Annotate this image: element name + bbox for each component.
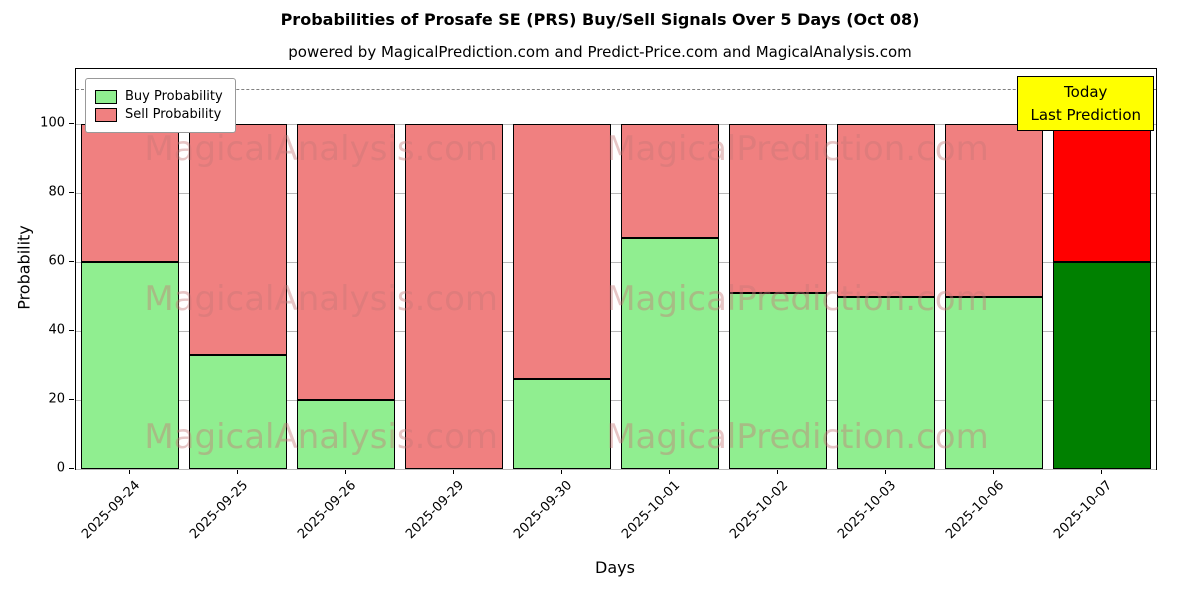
bar-segment-sell xyxy=(81,124,179,263)
y-tick-mark xyxy=(69,398,74,400)
bar-segment-buy xyxy=(513,379,611,469)
x-tick-label-text: 2025-09-26 xyxy=(295,478,360,543)
x-tick-label-text: 2025-09-25 xyxy=(187,478,252,543)
gridline xyxy=(76,123,1156,125)
x-tick-mark xyxy=(237,469,239,474)
x-tick-mark xyxy=(1101,469,1103,474)
x-tick-label-text: 2025-10-06 xyxy=(943,478,1008,543)
y-tick-label: 80 xyxy=(48,184,65,200)
x-tick-mark xyxy=(777,469,779,474)
bar-segment-sell xyxy=(405,124,503,469)
y-tick-label: 60 xyxy=(48,253,65,269)
bar-segment-sell xyxy=(189,124,287,356)
bar-segment-buy xyxy=(297,400,395,469)
y-tick-mark xyxy=(69,191,74,193)
x-tick-mark xyxy=(561,469,563,474)
sell-legend-swatch xyxy=(95,107,117,122)
annotation-line-2: Last Prediction xyxy=(1030,105,1141,124)
x-tick-label-text: 2025-10-07 xyxy=(1051,478,1116,543)
x-tick-label-text: 2025-09-29 xyxy=(403,478,468,543)
plot-area: Buy Probability Sell Probability Today L… xyxy=(75,68,1157,470)
buy-legend-swatch xyxy=(95,89,117,104)
today-annotation: Today Last Prediction xyxy=(1017,76,1154,131)
y-tick-label: 20 xyxy=(48,391,65,407)
gridline xyxy=(76,468,1156,470)
y-tick-mark xyxy=(69,122,74,124)
bar-segment-buy xyxy=(945,296,1043,469)
x-tick-label-text: 2025-10-01 xyxy=(619,478,684,543)
x-axis-label: Days xyxy=(595,558,635,577)
bar-segment-buy xyxy=(621,237,719,469)
gridline xyxy=(76,330,1156,332)
x-tick-mark xyxy=(453,469,455,474)
bar-segment-sell xyxy=(945,124,1043,297)
bar-segment-buy xyxy=(1053,262,1151,469)
bar-segment-buy xyxy=(729,293,827,469)
bar-segment-buy xyxy=(189,355,287,469)
y-tick-mark xyxy=(69,329,74,331)
bar-segment-sell xyxy=(297,124,395,401)
y-tick-mark xyxy=(69,260,74,262)
x-tick-mark xyxy=(885,469,887,474)
legend-row-buy: Buy Probability xyxy=(95,89,223,104)
x-tick-label-text: 2025-10-02 xyxy=(727,478,792,543)
gridline xyxy=(76,261,1156,263)
x-tick-mark xyxy=(993,469,995,474)
x-tick-mark xyxy=(129,469,131,474)
y-tick-label: 40 xyxy=(48,322,65,338)
annotation-line-1: Today xyxy=(1064,83,1108,101)
bar-segment-buy xyxy=(837,296,935,469)
legend: Buy Probability Sell Probability xyxy=(85,78,236,133)
x-tick-mark xyxy=(345,469,347,474)
bar-segment-sell xyxy=(513,124,611,380)
x-tick-label-text: 2025-09-24 xyxy=(79,478,144,543)
chart-subtitle: powered by MagicalPrediction.com and Pre… xyxy=(288,43,912,61)
x-tick-label-text: 2025-10-03 xyxy=(835,478,900,543)
bar-segment-sell xyxy=(729,124,827,294)
gridline xyxy=(76,399,1156,401)
bar-segment-sell xyxy=(837,124,935,297)
x-tick-label-text: 2025-09-30 xyxy=(511,478,576,543)
gridline xyxy=(76,192,1156,194)
dashed-threshold-line xyxy=(76,88,1156,90)
sell-legend-label: Sell Probability xyxy=(125,107,222,122)
bar-segment-sell xyxy=(621,124,719,238)
chart-title: Probabilities of Prosafe SE (PRS) Buy/Se… xyxy=(280,10,920,29)
y-tick-label: 0 xyxy=(56,460,65,476)
x-tick-mark xyxy=(669,469,671,474)
legend-row-sell: Sell Probability xyxy=(95,107,223,122)
y-tick-label: 100 xyxy=(40,115,65,131)
bar-segment-buy xyxy=(81,262,179,469)
buy-legend-label: Buy Probability xyxy=(125,89,223,104)
bar-segment-sell xyxy=(1053,124,1151,263)
y-tick-mark xyxy=(69,467,74,469)
